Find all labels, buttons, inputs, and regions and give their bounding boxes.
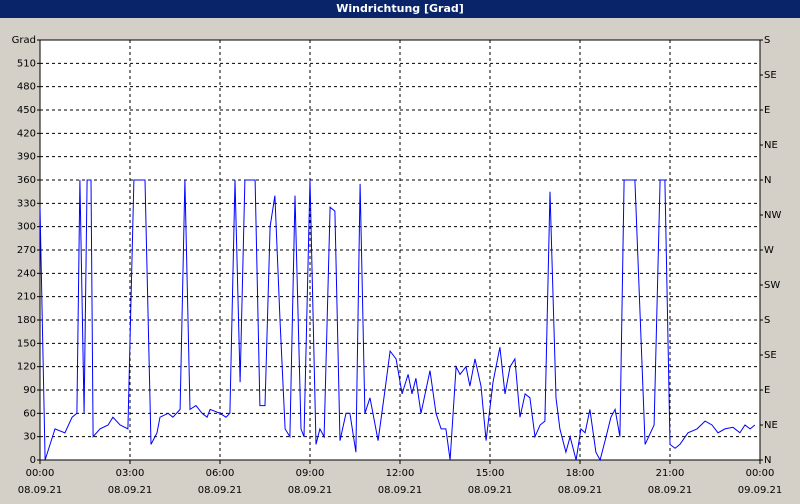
- y2-tick-label: NE: [764, 140, 778, 151]
- y-tick-label: 180: [17, 315, 36, 326]
- title-bar: [0, 0, 800, 18]
- y2-tick-label: E: [764, 385, 770, 396]
- y2-tick-label: N: [764, 455, 771, 466]
- data-line: [39, 179, 756, 462]
- y-tick-label: 90: [23, 385, 36, 396]
- x-tick-date: 08.09.21: [108, 485, 153, 496]
- x-tick-label: 15:00: [476, 468, 505, 479]
- y-tick-label: 0: [30, 455, 36, 466]
- y2-tick-label: S: [764, 35, 770, 46]
- y2-tick-label: W: [764, 245, 774, 256]
- x-tick-label: 12:00: [386, 468, 415, 479]
- y-tick-label: 210: [17, 292, 36, 303]
- x-tick-label: 03:00: [116, 468, 145, 479]
- x-tick-date: 08.09.21: [468, 485, 513, 496]
- x-tick-label: 06:00: [206, 468, 235, 479]
- y-tick-label: 300: [17, 222, 36, 233]
- y-tick-label: 60: [23, 408, 36, 419]
- y2-tick-label: SW: [764, 280, 780, 291]
- y-tick-label: 150: [17, 338, 36, 349]
- chart-title: Windrichtung [Grad]: [336, 2, 464, 15]
- x-tick-label: 00:00: [746, 468, 775, 479]
- y2-tick-label: NE: [764, 420, 778, 431]
- y2-tick-label: SE: [764, 70, 777, 81]
- x-tick-label: 21:00: [656, 468, 685, 479]
- y-tick-label: 450: [17, 105, 36, 116]
- y-tick-label: Grad: [12, 35, 36, 46]
- x-tick-date: 08.09.21: [378, 485, 423, 496]
- y2-tick-label: NW: [764, 210, 781, 221]
- y-tick-label: 30: [23, 432, 36, 443]
- y-tick-label: 480: [17, 82, 36, 93]
- y2-tick-label: S: [764, 315, 770, 326]
- y2-tick-label: N: [764, 175, 771, 186]
- y-tick-label: 120: [17, 362, 36, 373]
- y-tick-label: 360: [17, 175, 36, 186]
- y-tick-label: 270: [17, 245, 36, 256]
- y-tick-label: 330: [17, 198, 36, 209]
- x-tick-date: 08.09.21: [648, 485, 693, 496]
- y-tick-label: 510: [17, 58, 36, 69]
- x-tick-date: 08.09.21: [558, 485, 603, 496]
- x-tick-date: 08.09.21: [18, 485, 63, 496]
- y2-tick-label: E: [764, 105, 770, 116]
- y-tick-label: 420: [17, 128, 36, 139]
- x-tick-label: 18:00: [566, 468, 595, 479]
- y-tick-label: 240: [17, 268, 36, 279]
- x-tick-date: 09.09.21: [738, 485, 783, 496]
- x-tick-date: 08.09.21: [198, 485, 243, 496]
- x-tick-date: 08.09.21: [288, 485, 333, 496]
- x-tick-label: 00:00: [26, 468, 55, 479]
- y-tick-label: 390: [17, 152, 36, 163]
- y2-tick-label: SE: [764, 350, 777, 361]
- x-tick-label: 09:00: [296, 468, 325, 479]
